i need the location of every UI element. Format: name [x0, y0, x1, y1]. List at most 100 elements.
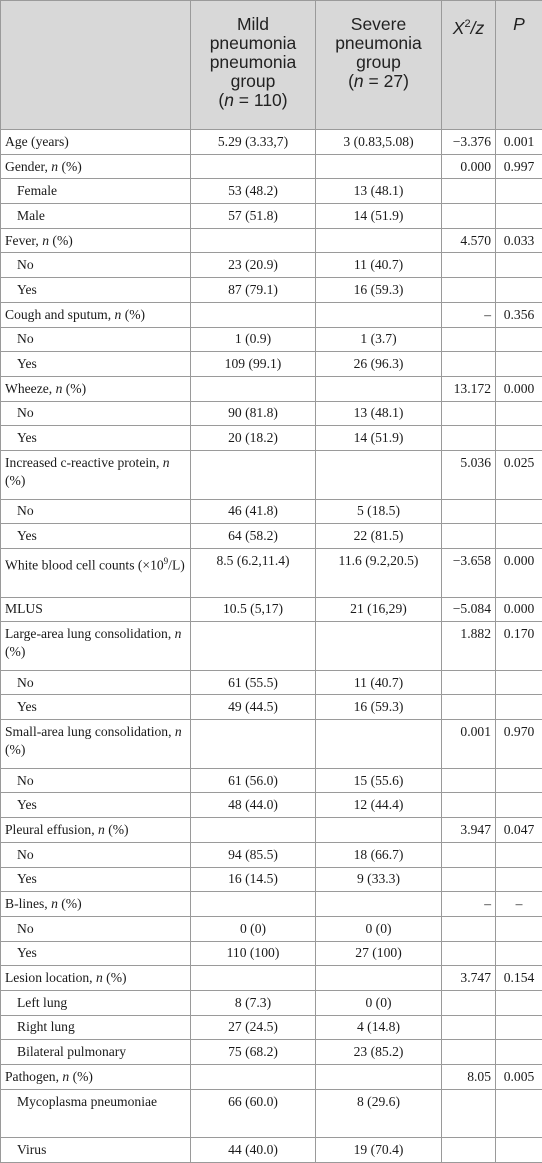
header-severe-group: Severe pneumonia group (n = 27)	[316, 1, 442, 130]
severe-value: 15 (55.6)	[316, 768, 442, 793]
mild-value: 90 (81.8)	[191, 401, 316, 426]
row-label: Mycoplasma pneumoniae	[1, 1089, 191, 1138]
mild-value: 109 (99.1)	[191, 352, 316, 377]
mild-value	[191, 302, 316, 327]
mild-value	[191, 228, 316, 253]
row-label: No	[1, 499, 191, 524]
statistic-value	[442, 179, 496, 204]
statistic-value	[442, 916, 496, 941]
severe-value	[316, 302, 442, 327]
mild-value: 23 (20.9)	[191, 253, 316, 278]
row-label: Yes	[1, 278, 191, 303]
p-value	[496, 499, 542, 524]
severe-value: 0 (0)	[316, 990, 442, 1015]
row-label: Virus	[1, 1138, 191, 1163]
mild-value: 27 (24.5)	[191, 1015, 316, 1040]
table-row: B-lines, n (%)––	[1, 892, 542, 917]
row-label: Small-area lung consolidation, n (%)	[1, 720, 191, 769]
table-body: Age (years)5.29 (3.33,7)3 (0.83,5.08)−3.…	[1, 130, 542, 1163]
severe-value: 8 (29.6)	[316, 1089, 442, 1138]
severe-value: 27 (100)	[316, 941, 442, 966]
severe-value: 16 (59.3)	[316, 695, 442, 720]
severe-value: 11 (40.7)	[316, 253, 442, 278]
statistic-value	[442, 768, 496, 793]
header-mild-group: Mild pneumonia pneumonia group (n = 110)	[191, 1, 316, 130]
severe-value: 11.6 (9.2,20.5)	[316, 548, 442, 597]
severe-value	[316, 720, 442, 769]
row-label: Large-area lung consolidation, n (%)	[1, 622, 191, 671]
row-label: No	[1, 842, 191, 867]
mild-value: 46 (41.8)	[191, 499, 316, 524]
severe-value: 5 (18.5)	[316, 499, 442, 524]
severe-value: 26 (96.3)	[316, 352, 442, 377]
statistic-value	[442, 253, 496, 278]
p-value: 0.154	[496, 966, 542, 991]
severe-value: 14 (51.9)	[316, 204, 442, 229]
row-label: Bilateral pulmonary	[1, 1040, 191, 1065]
mild-value: 94 (85.5)	[191, 842, 316, 867]
mild-value	[191, 892, 316, 917]
mild-value: 8.5 (6.2,11.4)	[191, 548, 316, 597]
statistic-value	[442, 352, 496, 377]
p-value: 0.025	[496, 450, 542, 499]
header-mild-count: = 110)	[234, 90, 288, 110]
severe-value	[316, 622, 442, 671]
p-value	[496, 916, 542, 941]
row-label: No	[1, 768, 191, 793]
statistic-value	[442, 327, 496, 352]
p-value	[496, 695, 542, 720]
mild-value: 53 (48.2)	[191, 179, 316, 204]
severe-value	[316, 966, 442, 991]
statistic-value: 3.747	[442, 966, 496, 991]
mild-value	[191, 720, 316, 769]
p-value	[496, 1040, 542, 1065]
severe-value	[316, 450, 442, 499]
statistic-value	[442, 1015, 496, 1040]
row-label: Right lung	[1, 1015, 191, 1040]
p-value	[496, 842, 542, 867]
mild-value: 87 (79.1)	[191, 278, 316, 303]
mild-value	[191, 376, 316, 401]
p-value	[496, 990, 542, 1015]
mild-value: 64 (58.2)	[191, 524, 316, 549]
statistic-value	[442, 867, 496, 892]
row-label: Yes	[1, 426, 191, 451]
row-label: Male	[1, 204, 191, 229]
severe-value: 18 (66.7)	[316, 842, 442, 867]
header-severe-n: n	[354, 71, 364, 91]
row-label: Increased c-reactive protein, n (%)	[1, 450, 191, 499]
statistic-value	[442, 670, 496, 695]
row-label: Pleural effusion, n (%)	[1, 818, 191, 843]
statistic-value: 3.947	[442, 818, 496, 843]
p-value: 0.000	[496, 597, 542, 622]
p-value: 0.033	[496, 228, 542, 253]
statistic-value	[442, 695, 496, 720]
mild-value	[191, 818, 316, 843]
p-value: 0.970	[496, 720, 542, 769]
mild-value	[191, 966, 316, 991]
mild-value: 61 (56.0)	[191, 768, 316, 793]
severe-value: 4 (14.8)	[316, 1015, 442, 1040]
statistic-value	[442, 1089, 496, 1138]
row-label: MLUS	[1, 597, 191, 622]
p-value: 0.356	[496, 302, 542, 327]
row-label: Fever, n (%)	[1, 228, 191, 253]
statistic-value	[442, 1040, 496, 1065]
statistic-value: 0.001	[442, 720, 496, 769]
row-label: No	[1, 916, 191, 941]
p-value	[496, 179, 542, 204]
severe-value: 3 (0.83,5.08)	[316, 130, 442, 155]
statistic-value	[442, 1138, 496, 1163]
